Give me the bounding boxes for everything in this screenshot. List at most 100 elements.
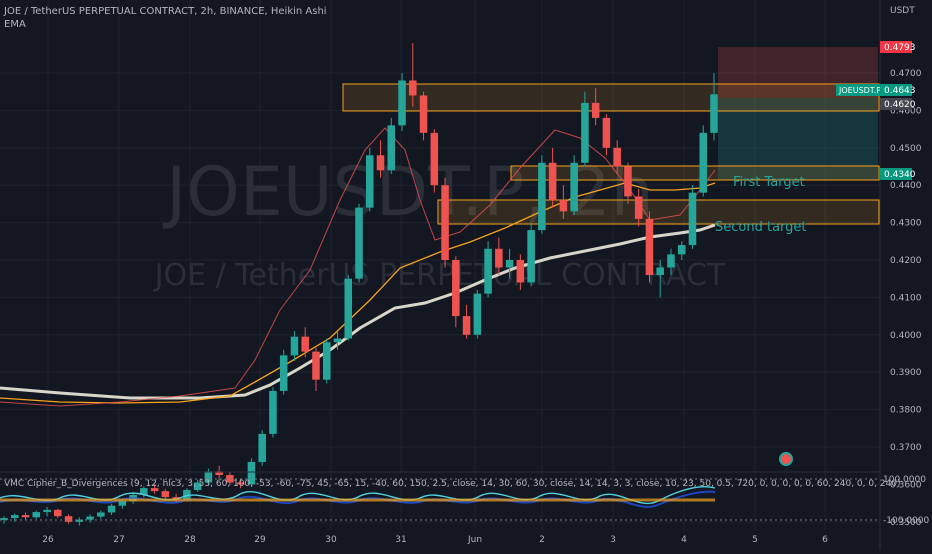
x-tick-label: 3 (610, 535, 616, 545)
candle (301, 327, 309, 358)
candle-body (43, 509, 51, 513)
x-tick-label: 2 (539, 535, 545, 545)
candle (21, 512, 30, 520)
candle-body (333, 338, 342, 343)
candle (527, 222, 535, 287)
stop-price-label: 0.4793 (884, 43, 916, 53)
candle-body (107, 505, 116, 513)
candle (570, 155, 578, 216)
candle (667, 248, 675, 275)
y-tick-label: 0.4000 (890, 331, 922, 341)
candle-body (322, 342, 331, 380)
candle (473, 289, 482, 339)
x-tick-label: 5 (752, 535, 758, 545)
candle (279, 349, 288, 395)
ticker-tag-box (836, 84, 880, 96)
candle-body (538, 162, 546, 231)
indicator-label: EMA (4, 19, 26, 30)
candle (624, 162, 632, 204)
y-tick-label: 0.3500 (890, 518, 922, 528)
time-axis[interactable]: 26 27 28 29 30 31 Jun 2 3 4 5 6 (42, 535, 828, 545)
candle-body (591, 102, 600, 118)
candle-body (570, 162, 578, 212)
candle-body (613, 147, 621, 167)
event-icon[interactable] (779, 452, 793, 466)
ema-slow-line (0, 223, 716, 400)
candle (150, 484, 159, 494)
candle (677, 241, 686, 260)
candle (161, 488, 170, 500)
candle-body (344, 278, 353, 339)
candle-body (118, 501, 127, 506)
candle (602, 114, 611, 156)
candle-body (505, 260, 514, 268)
candle-body (376, 155, 385, 171)
candle (204, 468, 213, 486)
candle-body (54, 509, 62, 517)
candle (312, 347, 320, 391)
candle (462, 304, 471, 339)
candle-body (602, 117, 611, 148)
candle-body (409, 80, 417, 96)
entry-price-label: 0.4620 (884, 100, 916, 110)
candle (452, 256, 460, 328)
candle (484, 241, 492, 298)
wave-fast (0, 486, 716, 505)
candle-body (64, 516, 73, 522)
candle (236, 478, 245, 489)
candle-body (290, 336, 299, 356)
candle (0, 516, 8, 524)
candle (365, 147, 374, 212)
candle-body (355, 207, 363, 279)
y-tick-label: 0.4300 (890, 219, 922, 229)
candle-body (441, 185, 449, 260)
x-tick-label: 26 (42, 535, 54, 545)
candle (441, 177, 449, 268)
candle-body (667, 254, 675, 268)
candle (656, 260, 664, 298)
y-tick-label: 0.4400 (890, 181, 922, 191)
osc-lower-label: -100.0000 (883, 516, 929, 526)
candle-body (495, 248, 503, 268)
candle-body (236, 482, 245, 485)
candle (419, 91, 428, 141)
y-tick-label: 0.4600 (890, 106, 922, 116)
x-tick-label: 6 (822, 535, 828, 545)
candle (495, 237, 503, 275)
price-axis[interactable]: USDT 0.4700 0.4600 0.4500 0.4400 0.4300 0.420… (836, 0, 922, 550)
oscillator-pane: VMC Cipher_B_Divergences (9, 12, hlc3, 3… (0, 475, 929, 526)
candle-body (688, 192, 697, 246)
x-tick-label: 27 (113, 535, 124, 545)
y-tick-label: 0.4700 (890, 69, 922, 79)
candle (645, 211, 654, 283)
candle-body (484, 248, 492, 294)
candle-body (419, 95, 428, 133)
candle-body (226, 475, 234, 483)
y-ticks: 0.4700 0.4600 0.4500 0.4400 0.4300 0.4200 0.41… (890, 69, 922, 528)
candle-body (548, 162, 557, 201)
candle (699, 125, 708, 197)
candle-body (183, 490, 191, 500)
x-tick-label: 4 (681, 535, 687, 545)
candle (64, 514, 73, 524)
x-tick-label: Jun (467, 535, 482, 545)
candle (591, 87, 600, 126)
candle-body (75, 519, 84, 522)
candle (258, 430, 266, 466)
x-tick-label: 28 (184, 535, 196, 545)
candle-body (140, 488, 148, 495)
candle (387, 117, 396, 174)
quote-currency: USDT (890, 6, 915, 16)
candle-body (97, 512, 105, 517)
watermark-name: JOE / TetherUS PERPETUAL CONTRACT (153, 258, 726, 293)
candle (538, 155, 546, 234)
candle (193, 479, 202, 492)
candle (226, 472, 234, 486)
candle (10, 513, 19, 522)
candle-body (699, 132, 708, 193)
candle-body (430, 132, 439, 186)
candle-body (710, 94, 718, 133)
candle-body (365, 155, 374, 208)
